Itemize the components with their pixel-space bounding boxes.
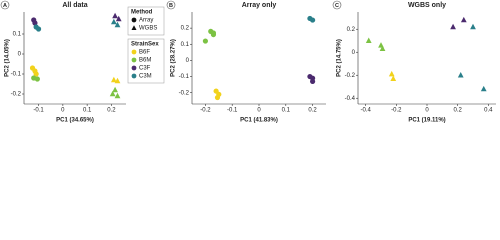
legend-label: C3F bbox=[139, 66, 151, 72]
legend-title: StrainSex bbox=[131, 42, 159, 48]
y-tick-label: -0.2 bbox=[179, 90, 190, 96]
x-tick-label: 0.4 bbox=[484, 108, 493, 114]
point bbox=[480, 85, 487, 92]
legend-label: WGBS bbox=[139, 26, 157, 32]
point bbox=[214, 94, 221, 101]
x-tick-label: 0 bbox=[257, 108, 261, 114]
y-tick-label: 0.1 bbox=[181, 42, 190, 48]
y-tick-label: -0.2 bbox=[11, 92, 22, 98]
y-tick-label: 0 bbox=[18, 52, 22, 58]
point bbox=[112, 12, 118, 19]
legend-marker bbox=[131, 25, 137, 30]
x-tick-label: 0 bbox=[425, 108, 429, 114]
legend-label: B6M bbox=[139, 58, 151, 64]
x-axis-title: PC1 (41.83%) bbox=[240, 118, 278, 124]
y-tick-label: 0 bbox=[186, 58, 190, 64]
point bbox=[34, 76, 40, 82]
y-axis-title: PC2 (28.27%) bbox=[171, 39, 177, 77]
y-tick-label: -0.1 bbox=[179, 74, 190, 80]
x-tick-label: 0.2 bbox=[308, 108, 317, 114]
x-tick-label: 0.2 bbox=[107, 108, 116, 114]
page: A All data -0.1 0 0.1 0.2 0.1 0 -0.1 -0.2 PC1 (34.… bbox=[0, 0, 496, 124]
panel-title: WGBS only bbox=[408, 2, 446, 9]
panel-badge bbox=[332, 0, 342, 10]
point bbox=[310, 78, 316, 85]
point bbox=[110, 76, 117, 83]
x-tick-label: 0 bbox=[61, 108, 65, 114]
y-tick-label: 0.2 bbox=[347, 27, 356, 33]
point bbox=[210, 31, 217, 38]
legend-box bbox=[127, 6, 165, 36]
panel-badge bbox=[0, 0, 10, 10]
point bbox=[310, 17, 316, 23]
point bbox=[114, 92, 121, 99]
y-tick-label: 0.2 bbox=[181, 26, 190, 32]
x-tick-label: 0.1 bbox=[83, 108, 92, 114]
point bbox=[110, 18, 117, 25]
y-axis-title: PC2 (14.75%) bbox=[337, 39, 343, 77]
point bbox=[365, 37, 372, 43]
legend-marker bbox=[131, 65, 137, 71]
legend-marker bbox=[131, 17, 137, 23]
figure: A All data -0.1 0 0.1 0.2 0.1 0 -0.1 -0.2 PC1 (34.… bbox=[0, 0, 496, 124]
panel-title: All data bbox=[62, 2, 87, 9]
point bbox=[460, 16, 467, 23]
y-tick-label: -0.1 bbox=[11, 72, 22, 78]
panel-title: Array only bbox=[242, 2, 277, 9]
y-tick-label: -0.4 bbox=[345, 96, 356, 102]
x-tick-label: -0.1 bbox=[227, 108, 238, 114]
point bbox=[33, 71, 39, 77]
point bbox=[115, 15, 122, 22]
x-tick-label: 0.1 bbox=[282, 108, 291, 114]
panel-badge bbox=[166, 0, 176, 10]
point bbox=[114, 77, 121, 84]
x-tick-label: -0.2 bbox=[200, 108, 211, 114]
point bbox=[109, 90, 116, 97]
point bbox=[470, 23, 476, 30]
point bbox=[390, 75, 397, 81]
legend-title: Method bbox=[131, 10, 153, 16]
panel-letter: A bbox=[3, 3, 7, 9]
legend-label: Array bbox=[139, 18, 153, 24]
panel-letter: B bbox=[169, 3, 173, 9]
point bbox=[35, 26, 42, 32]
y-axis-title: PC2 (14.05%) bbox=[5, 39, 11, 77]
legend-label: C3M bbox=[139, 74, 152, 80]
point bbox=[388, 70, 395, 77]
legend-box bbox=[127, 38, 165, 84]
panel-letter: C bbox=[335, 3, 339, 9]
point bbox=[202, 38, 208, 44]
legend-label: B6F bbox=[139, 50, 150, 56]
point bbox=[379, 45, 386, 52]
x-tick-label: -0.1 bbox=[33, 108, 44, 114]
y-tick-label: -0.2 bbox=[345, 73, 356, 79]
legend-marker bbox=[131, 57, 137, 63]
legend-marker bbox=[131, 49, 137, 55]
y-tick-label: 0 bbox=[352, 50, 356, 56]
point bbox=[114, 21, 121, 28]
point bbox=[112, 86, 118, 93]
x-tick-label: -0.4 bbox=[360, 108, 371, 114]
x-tick-label: -0.2 bbox=[391, 108, 402, 114]
y-tick-label: 0.1 bbox=[13, 32, 22, 38]
x-axis-title: PC1 (34.65%) bbox=[56, 118, 94, 124]
point bbox=[32, 20, 38, 26]
point bbox=[450, 23, 456, 30]
legend-marker bbox=[131, 73, 137, 79]
x-axis-title: PC1 (19.11%) bbox=[408, 118, 445, 124]
x-tick-label: 0.2 bbox=[453, 108, 462, 114]
point bbox=[457, 72, 464, 78]
